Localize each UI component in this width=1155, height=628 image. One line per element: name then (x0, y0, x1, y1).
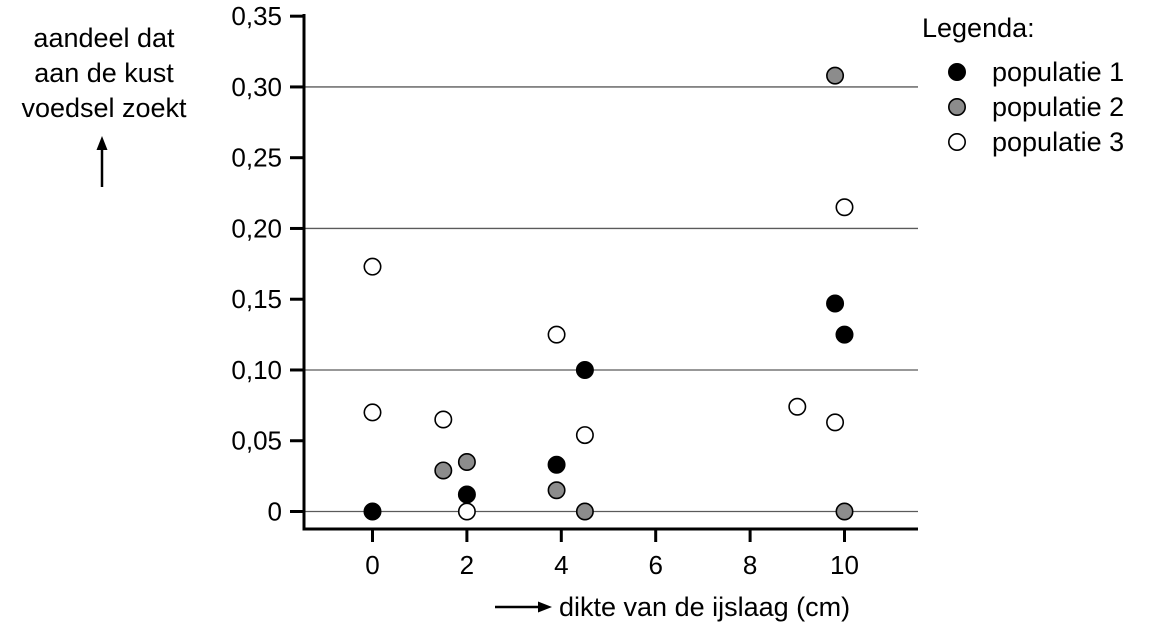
legend-title: Legenda: (922, 13, 1035, 43)
point-series-3 (826, 413, 845, 432)
y-axis-label-line-2: aan de kust (34, 58, 174, 88)
point-series-2 (457, 452, 476, 471)
point-series-2 (575, 502, 594, 521)
y-tick-label: 0,35 (231, 1, 282, 31)
up-arrow-icon (96, 136, 108, 187)
legend-items: populatie 1 populatie 2 populatie 3 (947, 57, 1124, 157)
point-series-1 (826, 294, 845, 313)
point-series-3 (363, 403, 382, 422)
x-tick-label: 10 (830, 550, 859, 580)
point-series-2 (547, 481, 566, 500)
point-series-1 (835, 325, 854, 344)
y-axis-label: aandeel dat aan de kust voedsel zoekt (21, 23, 187, 187)
x-ticks: 0 2 4 6 8 10 (365, 529, 859, 580)
point-series-1 (575, 360, 594, 379)
y-tick-label: 0,05 (231, 426, 282, 456)
y-tick-label: 0,20 (231, 213, 282, 243)
legend-marker-1 (947, 62, 966, 81)
point-series-1 (457, 485, 476, 504)
right-arrow-icon (495, 601, 552, 613)
point-series-3 (363, 257, 382, 276)
x-tick-label: 4 (554, 550, 568, 580)
gridlines (304, 86, 918, 513)
x-tick-label: 0 (365, 550, 379, 580)
x-axis-label: dikte van de ijslaag (cm) (495, 592, 850, 622)
x-tick-label: 6 (648, 550, 662, 580)
data-points (363, 66, 854, 521)
point-series-3 (575, 426, 594, 445)
point-series-3 (788, 397, 807, 416)
legend-label-3: populatie 3 (992, 127, 1124, 157)
legend-marker-2 (947, 98, 966, 117)
point-series-1 (363, 502, 382, 521)
legend-label-2: populatie 2 (992, 92, 1124, 122)
y-tick-label: 0,25 (231, 143, 282, 173)
axes (302, 14, 918, 531)
y-tick-label: 0,30 (231, 72, 282, 102)
y-axis-label-line-1: aandeel dat (33, 23, 175, 53)
y-tick-label: 0 (268, 497, 282, 527)
y-tick-label: 0,10 (231, 355, 282, 385)
point-series-1 (547, 455, 566, 474)
point-series-2 (434, 461, 453, 480)
x-axis-label-text: dikte van de ijslaag (cm) (559, 592, 850, 622)
x-tick-label: 8 (743, 550, 757, 580)
x-tick-label: 2 (460, 550, 474, 580)
point-series-3 (835, 198, 854, 217)
point-series-2 (826, 66, 845, 85)
y-ticks: 0 0,05 0,10 0,15 0,20 0,25 0,30 0,35 (231, 1, 304, 527)
point-series-3 (434, 410, 453, 429)
point-series-3 (457, 502, 476, 521)
legend-marker-3 (947, 133, 966, 152)
legend-label-1: populatie 1 (992, 57, 1124, 87)
point-series-3 (547, 325, 566, 344)
y-axis-label-line-3: voedsel zoekt (21, 93, 187, 123)
point-series-2 (835, 502, 854, 521)
y-tick-label: 0,15 (231, 284, 282, 314)
